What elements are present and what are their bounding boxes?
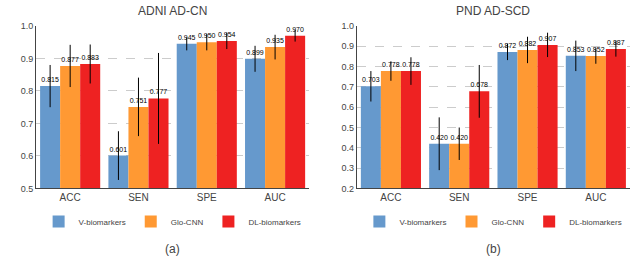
svg-text:0.601: 0.601	[110, 146, 128, 153]
svg-text:0.950: 0.950	[198, 32, 216, 39]
svg-text:SPE: SPE	[197, 192, 217, 203]
svg-text:Glo-CNN: Glo-CNN	[171, 218, 204, 227]
svg-text:V-biomarkers: V-biomarkers	[79, 218, 126, 227]
svg-text:Glo-CNN: Glo-CNN	[492, 218, 525, 227]
svg-text:SPE: SPE	[518, 192, 538, 203]
svg-text:0.7: 0.7	[21, 119, 34, 129]
svg-text:V-biomarkers: V-biomarkers	[399, 218, 446, 227]
svg-text:0.970: 0.970	[286, 26, 304, 33]
svg-text:0.5: 0.5	[341, 123, 354, 133]
svg-text:ACC: ACC	[60, 192, 81, 203]
svg-text:1.0: 1.0	[21, 21, 34, 31]
svg-text:0.9: 0.9	[341, 41, 354, 51]
svg-text:DL-biomarkers: DL-biomarkers	[248, 218, 300, 227]
svg-text:0.945: 0.945	[178, 34, 196, 41]
svg-text:0.420: 0.420	[450, 134, 468, 141]
svg-text:0.4: 0.4	[341, 143, 354, 153]
svg-text:0.7: 0.7	[341, 82, 354, 92]
svg-text:(b): (b)	[486, 242, 501, 256]
svg-text:0.420: 0.420	[430, 134, 448, 141]
svg-text:0.899: 0.899	[246, 49, 264, 56]
svg-text:0.6: 0.6	[341, 102, 354, 112]
svg-text:1.0: 1.0	[341, 21, 354, 31]
svg-text:0.872: 0.872	[499, 42, 517, 49]
svg-text:0.852: 0.852	[587, 46, 605, 53]
svg-text:SEN: SEN	[128, 192, 149, 203]
svg-text:0.887: 0.887	[607, 39, 625, 46]
svg-text:0.5: 0.5	[21, 184, 34, 194]
svg-text:AUC: AUC	[585, 192, 606, 203]
svg-text:0.882: 0.882	[519, 40, 537, 47]
svg-text:ADNI AD-CN: ADNI AD-CN	[138, 4, 207, 18]
svg-text:0.935: 0.935	[266, 37, 284, 44]
svg-text:0.751: 0.751	[130, 97, 148, 104]
svg-text:0.2: 0.2	[341, 184, 354, 194]
svg-text:0.815: 0.815	[41, 76, 59, 83]
svg-text:0.877: 0.877	[61, 56, 79, 63]
svg-text:0.778: 0.778	[402, 61, 420, 68]
svg-text:0.907: 0.907	[539, 35, 557, 42]
svg-text:ACC: ACC	[380, 192, 401, 203]
svg-text:0.678: 0.678	[470, 81, 488, 88]
svg-text:PND AD-SCD: PND AD-SCD	[456, 4, 530, 18]
svg-text:0.954: 0.954	[218, 31, 236, 38]
svg-text:(a): (a)	[165, 242, 180, 256]
svg-text:AUC: AUC	[265, 192, 286, 203]
svg-text:0.853: 0.853	[567, 46, 585, 53]
svg-text:0.9: 0.9	[21, 54, 34, 64]
svg-text:DL-biomarkers: DL-biomarkers	[569, 218, 621, 227]
svg-text:SEN: SEN	[449, 192, 470, 203]
svg-text:0.8: 0.8	[21, 86, 34, 96]
svg-text:0.8: 0.8	[341, 62, 354, 72]
svg-text:0.703: 0.703	[362, 76, 380, 83]
svg-text:0.778: 0.778	[382, 61, 400, 68]
svg-text:0.883: 0.883	[81, 54, 99, 61]
svg-text:0.3: 0.3	[341, 163, 354, 173]
svg-text:0.777: 0.777	[150, 88, 168, 95]
svg-text:0.6: 0.6	[21, 151, 34, 161]
